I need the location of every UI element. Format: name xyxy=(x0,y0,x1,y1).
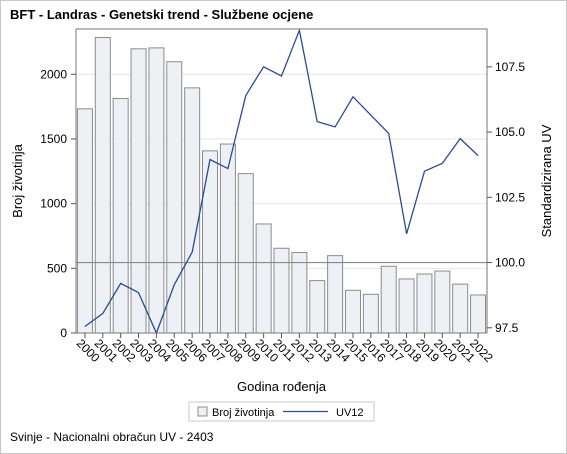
legend-label-line: UV12 xyxy=(336,407,364,419)
y2-tick-label: 105.0 xyxy=(495,125,525,139)
y2-tick-label: 97.5 xyxy=(495,321,519,335)
y-axis-left-label: Broj životinja xyxy=(10,143,25,217)
bar xyxy=(255,223,272,334)
y-tick-label: 2000 xyxy=(40,67,67,81)
bar xyxy=(327,255,344,334)
bar xyxy=(291,252,308,334)
y2-tick-label: 107.5 xyxy=(495,60,525,74)
uv12-line xyxy=(84,27,479,335)
y-axis-left: 0 500 1000 1500 2000 xyxy=(40,67,76,340)
bar xyxy=(434,270,451,334)
bar xyxy=(166,61,183,334)
bar xyxy=(309,280,326,334)
y-tick-label: 1000 xyxy=(40,197,67,211)
legend-swatch-bars xyxy=(197,406,208,417)
bar xyxy=(416,273,433,334)
x-axis: 2000200120022003200420052006200720082009… xyxy=(74,333,496,365)
y2-tick-label: 100.0 xyxy=(495,256,525,270)
bar xyxy=(112,97,129,334)
bar xyxy=(148,47,165,334)
bar xyxy=(76,108,93,334)
bars xyxy=(76,37,487,334)
y2-tick-label: 102.5 xyxy=(495,190,525,204)
y-tick-label: 1500 xyxy=(40,132,67,146)
chart-title: BFT - Landras - Genetski trend - Služben… xyxy=(10,7,314,22)
bar xyxy=(452,283,469,334)
y-axis-right-label: Standardizirana UV xyxy=(539,124,554,237)
bar xyxy=(202,150,219,334)
bar xyxy=(273,247,290,334)
bar xyxy=(219,143,236,334)
y-axis-right: 97.5 100.0 102.5 105.0 107.5 xyxy=(487,60,525,335)
bar xyxy=(344,289,361,334)
bar xyxy=(237,173,254,334)
y-tick-label: 0 xyxy=(60,326,67,340)
bar xyxy=(380,265,397,334)
series-line-uv12 xyxy=(84,27,479,335)
bar xyxy=(184,87,201,334)
x-axis-label: Godina rođenja xyxy=(237,379,327,394)
legend: Broj životinja UV12 xyxy=(188,401,375,422)
footnote: Svinje - Nacionalni obračun UV - 2403 xyxy=(10,430,214,444)
bar xyxy=(470,294,487,334)
bar xyxy=(398,278,415,334)
bar xyxy=(362,293,379,334)
legend-box xyxy=(188,401,375,422)
y-tick-label: 500 xyxy=(47,261,67,275)
bar xyxy=(94,37,111,334)
legend-label-bars: Broj životinja xyxy=(212,407,275,419)
